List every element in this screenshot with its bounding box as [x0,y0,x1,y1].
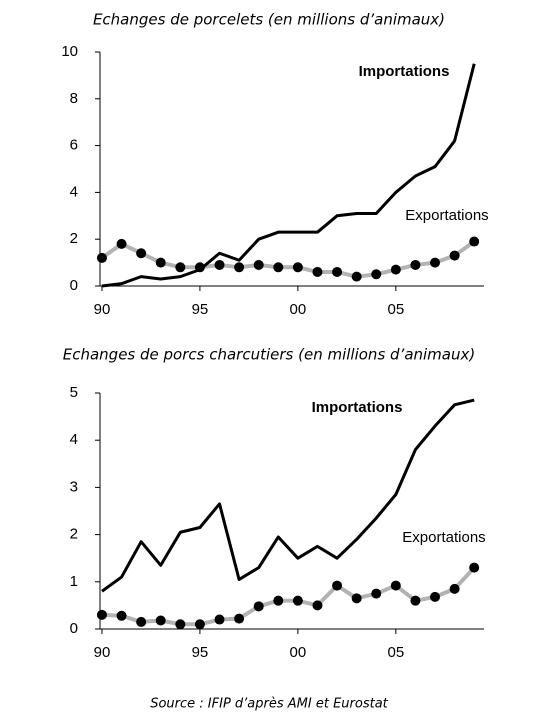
marker [194,619,205,630]
marker [175,262,186,273]
marker [96,609,107,620]
marker [136,248,147,259]
y-tick-label: 1 [70,573,78,590]
x-tick-label: 00 [290,301,307,318]
y-tick-label: 0 [70,277,78,294]
series-line [101,566,476,627]
marker [292,262,303,273]
chart-title: Echanges de porcelets (en millions d’ani… [93,11,445,29]
x-tick-label: 90 [94,301,111,318]
marker [116,610,127,621]
marker [430,591,441,602]
y-tick-label: 4 [70,431,78,448]
marker [214,259,225,270]
y-tick-label: 6 [70,137,78,154]
marker [390,580,401,591]
marker [449,250,460,261]
marker [273,595,284,606]
marker [449,583,460,594]
marker [371,269,382,280]
x-tick-label: 90 [94,644,111,661]
x-tick-label: 05 [387,644,404,661]
marker [371,588,382,599]
marker [155,615,166,626]
series-line [101,63,476,288]
marker [253,601,264,612]
y-tick-label: 8 [70,90,78,107]
marker [292,595,303,606]
marker [351,593,362,604]
marker [116,238,127,249]
marker [390,264,401,275]
x-tick-label: 00 [290,644,307,661]
marker [312,266,323,277]
series-label: Exportations [402,529,485,546]
y-tick-label: 2 [70,230,78,247]
marker [155,257,166,268]
marker [214,614,225,625]
series-line [101,398,475,593]
series-label: Exportations [405,207,488,224]
marker [253,259,264,270]
marker [234,613,245,624]
x-tick-label: 95 [192,644,209,661]
marker [410,595,421,606]
marker [175,619,186,630]
chart-title: Echanges de porcs charcutiers (en millio… [63,346,475,364]
marker [234,262,245,273]
marker [136,616,147,627]
series-label: Importations [359,63,450,80]
x-tick-label: 05 [387,301,404,318]
marker [351,271,362,282]
series-label: Importations [312,399,403,416]
marker [410,259,421,270]
y-tick-label: 0 [70,620,78,637]
marker [332,266,343,277]
y-tick-label: 3 [70,478,78,495]
marker [96,252,107,263]
marker [469,236,480,247]
marker [469,562,480,573]
y-tick-label: 5 [70,384,78,401]
marker [312,600,323,611]
marker [332,580,343,591]
y-tick-label: 10 [61,43,78,60]
y-tick-label: 2 [70,526,78,543]
marker [430,257,441,268]
y-tick-label: 4 [70,183,78,200]
x-tick-label: 95 [192,301,209,318]
source: Source : IFIP d’après AMI et Eurostat [150,697,388,712]
marker [273,262,284,273]
